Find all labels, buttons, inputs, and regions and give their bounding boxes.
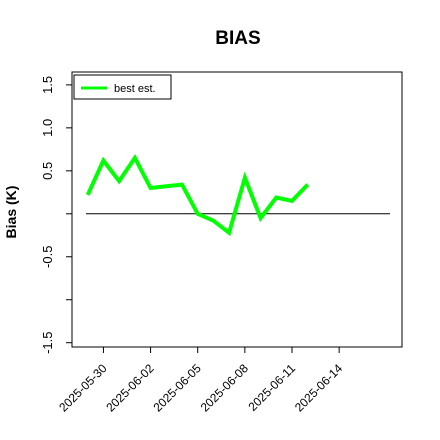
legend-label: best est. bbox=[114, 83, 156, 95]
x-tick-label: 2025-06-11 bbox=[245, 361, 298, 414]
y-axis-label: Bias (K) bbox=[3, 186, 19, 239]
chart-title: BIAS bbox=[215, 28, 260, 49]
x-tick-label: 2025-06-05 bbox=[151, 361, 205, 415]
x-axis-ticks: 2025-05-302025-06-022025-06-052025-06-08… bbox=[56, 347, 345, 415]
x-tick-label: 2025-06-08 bbox=[198, 361, 252, 415]
series-line-best-est bbox=[85, 154, 310, 237]
x-tick-label: 2025-06-02 bbox=[103, 361, 157, 415]
x-tick-label: 2025-06-14 bbox=[292, 361, 346, 415]
series-points bbox=[87, 157, 308, 233]
y-tick-label: 0.5 bbox=[40, 162, 55, 180]
y-axis-ticks: -1.5 -0.5 0.5 1.0 1.5 bbox=[40, 76, 72, 354]
legend: best est. bbox=[73, 74, 172, 100]
x-tick-label: 2025-05-30 bbox=[56, 361, 110, 415]
y-tick-label: -1.5 bbox=[40, 332, 55, 354]
plot-frame bbox=[71, 71, 403, 348]
y-tick-label: 1.5 bbox=[40, 76, 55, 94]
y-tick-label: 1.0 bbox=[40, 119, 55, 137]
y-tick-label: -0.5 bbox=[40, 246, 55, 268]
